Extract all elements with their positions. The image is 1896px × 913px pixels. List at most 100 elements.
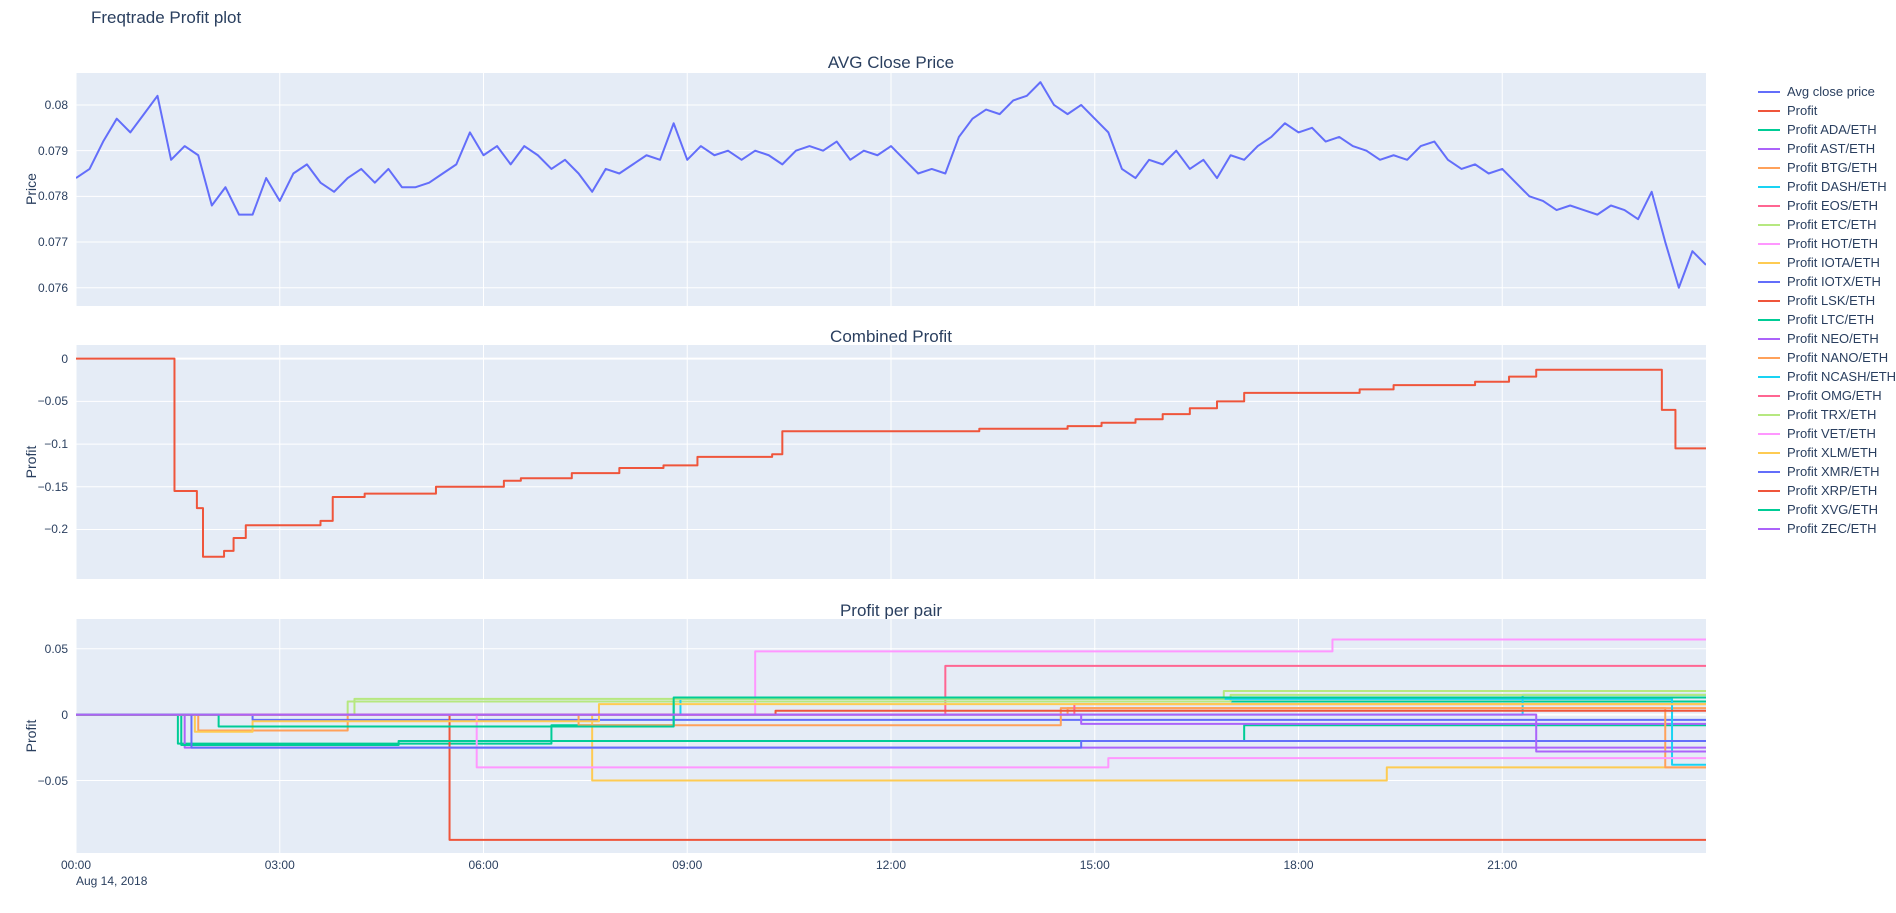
legend-item[interactable]: Profit OMG/ETH	[1758, 386, 1896, 405]
legend-item[interactable]: Profit LTC/ETH	[1758, 310, 1896, 329]
legend-item[interactable]: Profit ZEC/ETH	[1758, 519, 1896, 538]
plot-area-profit-per-pair[interactable]	[76, 619, 1706, 853]
legend-item-label: Profit NANO/ETH	[1787, 350, 1889, 365]
legend-item[interactable]: Profit IOTA/ETH	[1758, 253, 1896, 272]
y-tick-label: 0.078	[37, 189, 68, 204]
legend-item-label: Profit	[1787, 103, 1818, 118]
legend-item-label: Profit LTC/ETH	[1787, 312, 1875, 327]
legend-item[interactable]: Profit LSK/ETH	[1758, 291, 1896, 310]
profit-per-pair-chart-svg	[76, 619, 1706, 853]
x-axis-date-label: Aug 14, 2018	[76, 874, 148, 888]
legend-line-swatch	[1758, 470, 1780, 473]
legend-line-swatch	[1758, 185, 1780, 188]
legend-line-swatch	[1758, 261, 1780, 264]
legend-item[interactable]: Profit XRP/ETH	[1758, 481, 1896, 500]
legend-line-swatch	[1758, 527, 1780, 530]
legend-line-swatch	[1758, 128, 1780, 131]
legend-item-label: Profit LSK/ETH	[1787, 293, 1876, 308]
legend-line-swatch	[1758, 318, 1780, 321]
series-line-profit	[76, 357, 1706, 558]
legend-item[interactable]: Profit XLM/ETH	[1758, 443, 1896, 462]
y-tick-label: −0.05	[37, 773, 68, 788]
legend-item-label: Profit VET/ETH	[1787, 426, 1876, 441]
legend-item-label: Profit ZEC/ETH	[1787, 521, 1877, 536]
legend-item[interactable]: Profit TRX/ETH	[1758, 405, 1896, 424]
legend-line-swatch	[1758, 109, 1780, 112]
legend-line-swatch	[1758, 489, 1780, 492]
x-tick-label: 03:00	[264, 858, 295, 872]
legend-item-label: Avg close price	[1787, 84, 1875, 99]
series-line-profit-ltc-eth	[76, 713, 1706, 746]
legend-item[interactable]: Profit ADA/ETH	[1758, 120, 1896, 139]
x-tick-label: 12:00	[875, 858, 907, 872]
legend-item-label: Profit AST/ETH	[1787, 141, 1876, 156]
legend-item[interactable]: Profit HOT/ETH	[1758, 234, 1896, 253]
legend-item[interactable]: Profit IOTX/ETH	[1758, 272, 1896, 291]
y-tick-label: 0.076	[37, 280, 68, 295]
legend-item[interactable]: Profit ETC/ETH	[1758, 215, 1896, 234]
legend-item-label: Profit BTG/ETH	[1787, 160, 1878, 175]
legend-item[interactable]: Profit EOS/ETH	[1758, 196, 1896, 215]
legend-line-swatch	[1758, 337, 1780, 340]
legend-item-label: Profit NCASH/ETH	[1787, 369, 1896, 384]
legend-item[interactable]: Profit AST/ETH	[1758, 139, 1896, 158]
legend-line-swatch	[1758, 90, 1780, 93]
plot-area-avg-close-price[interactable]	[76, 73, 1706, 306]
legend-item-label: Profit XRP/ETH	[1787, 483, 1878, 498]
legend-item-label: Profit ADA/ETH	[1787, 122, 1877, 137]
legend-item[interactable]: Profit XMR/ETH	[1758, 462, 1896, 481]
legend-item[interactable]: Avg close price	[1758, 82, 1896, 101]
x-tick-label: 00:00	[60, 858, 92, 872]
legend-line-swatch	[1758, 375, 1780, 378]
legend-item[interactable]: Profit BTG/ETH	[1758, 158, 1896, 177]
legend-item-label: Profit XMR/ETH	[1787, 464, 1880, 479]
y-tick-label: −0.05	[37, 394, 68, 409]
plot-area-combined-profit[interactable]	[76, 345, 1706, 579]
y-tick-label: −0.1	[44, 437, 68, 452]
legend: Avg close price Profit Profit ADA/ETH Profi…	[1758, 82, 1896, 538]
legend-item-label: Profit EOS/ETH	[1787, 198, 1879, 213]
legend-item-label: Profit XVG/ETH	[1787, 502, 1879, 517]
x-tick-label: 09:00	[672, 858, 703, 872]
legend-item[interactable]: Profit XVG/ETH	[1758, 500, 1896, 519]
legend-line-swatch	[1758, 356, 1780, 359]
x-tick-label: 18:00	[1283, 858, 1314, 872]
legend-item[interactable]: Profit NEO/ETH	[1758, 329, 1896, 348]
y-tick-label: 0	[61, 351, 68, 366]
legend-line-swatch	[1758, 451, 1780, 454]
legend-line-swatch	[1758, 204, 1780, 207]
legend-item[interactable]: Profit NCASH/ETH	[1758, 367, 1896, 386]
legend-item-label: Profit DASH/ETH	[1787, 179, 1887, 194]
legend-item-label: Profit OMG/ETH	[1787, 388, 1882, 403]
legend-line-swatch	[1758, 432, 1780, 435]
y-tick-label: 0.08	[44, 97, 68, 112]
legend-item[interactable]: Profit	[1758, 101, 1896, 120]
series-line-profit-btg-eth	[76, 707, 1706, 732]
subplot-title-combined-profit: Combined Profit	[830, 327, 952, 346]
legend-line-swatch	[1758, 280, 1780, 283]
y-tick-label: −0.15	[37, 479, 68, 494]
legend-line-swatch	[1758, 299, 1780, 302]
figure-title: Freqtrade Profit plot	[91, 8, 242, 27]
legend-line-swatch	[1758, 166, 1780, 169]
x-tick-label: 15:00	[1079, 858, 1110, 872]
x-tick-label: 21:00	[1487, 858, 1518, 872]
subplot-title-avg-close-price: AVG Close Price	[827, 53, 955, 72]
series-line-avg-close-price	[76, 81, 1706, 289]
legend-item-label: Profit TRX/ETH	[1787, 407, 1877, 422]
legend-item-label: Profit ETC/ETH	[1787, 217, 1877, 232]
legend-item-label: Profit IOTA/ETH	[1787, 255, 1880, 270]
y-tick-label: 0.079	[37, 143, 68, 158]
legend-item-label: Profit NEO/ETH	[1787, 331, 1879, 346]
legend-line-swatch	[1758, 147, 1780, 150]
legend-line-swatch	[1758, 394, 1780, 397]
y-tick-label: 0	[61, 707, 68, 722]
legend-item[interactable]: Profit DASH/ETH	[1758, 177, 1896, 196]
avg-close-price-chart-svg	[76, 73, 1706, 306]
subplot-title-profit-per-pair: Profit per pair	[839, 601, 943, 620]
legend-item[interactable]: Profit NANO/ETH	[1758, 348, 1896, 367]
legend-item[interactable]: Profit VET/ETH	[1758, 424, 1896, 443]
y-axis-title-profit-per-pair: Profit	[23, 719, 39, 753]
legend-item-label: Profit IOTX/ETH	[1787, 274, 1881, 289]
legend-line-swatch	[1758, 242, 1780, 245]
